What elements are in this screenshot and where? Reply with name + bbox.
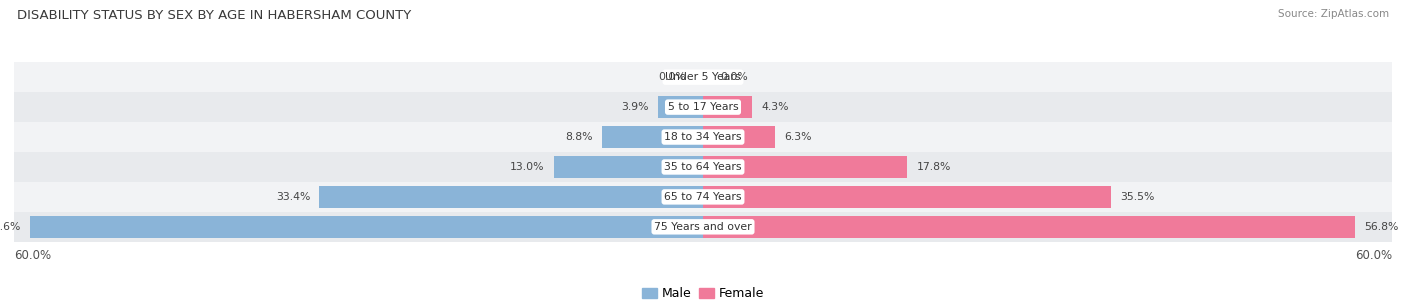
- Bar: [703, 96, 752, 118]
- Text: 4.3%: 4.3%: [762, 102, 789, 112]
- Bar: [30, 216, 703, 238]
- Text: 17.8%: 17.8%: [917, 162, 950, 172]
- Text: 3.9%: 3.9%: [621, 102, 650, 112]
- Text: 0.0%: 0.0%: [658, 72, 686, 82]
- Text: 60.0%: 60.0%: [14, 249, 51, 262]
- Bar: [602, 126, 703, 148]
- Text: 58.6%: 58.6%: [0, 222, 21, 232]
- Text: 60.0%: 60.0%: [1355, 249, 1392, 262]
- Bar: [703, 156, 907, 178]
- Bar: [703, 216, 1355, 238]
- Bar: [14, 182, 1392, 212]
- Bar: [703, 186, 1111, 208]
- Text: 13.0%: 13.0%: [510, 162, 544, 172]
- Text: 18 to 34 Years: 18 to 34 Years: [664, 132, 742, 142]
- Text: 33.4%: 33.4%: [276, 192, 311, 202]
- Text: 0.0%: 0.0%: [720, 72, 748, 82]
- Text: 75 Years and over: 75 Years and over: [654, 222, 752, 232]
- Bar: [14, 152, 1392, 182]
- Text: 5 to 17 Years: 5 to 17 Years: [668, 102, 738, 112]
- Text: 35.5%: 35.5%: [1119, 192, 1154, 202]
- Bar: [14, 122, 1392, 152]
- Text: Under 5 Years: Under 5 Years: [665, 72, 741, 82]
- Bar: [554, 156, 703, 178]
- Text: 6.3%: 6.3%: [785, 132, 813, 142]
- Bar: [319, 186, 703, 208]
- Legend: Male, Female: Male, Female: [637, 282, 769, 304]
- Bar: [658, 96, 703, 118]
- Bar: [703, 126, 775, 148]
- Text: 56.8%: 56.8%: [1364, 222, 1399, 232]
- Text: 35 to 64 Years: 35 to 64 Years: [664, 162, 742, 172]
- Text: Source: ZipAtlas.com: Source: ZipAtlas.com: [1278, 9, 1389, 19]
- Text: 8.8%: 8.8%: [565, 132, 593, 142]
- Bar: [14, 92, 1392, 122]
- Bar: [14, 62, 1392, 92]
- Text: 65 to 74 Years: 65 to 74 Years: [664, 192, 742, 202]
- Bar: [14, 212, 1392, 242]
- Text: DISABILITY STATUS BY SEX BY AGE IN HABERSHAM COUNTY: DISABILITY STATUS BY SEX BY AGE IN HABER…: [17, 9, 411, 22]
